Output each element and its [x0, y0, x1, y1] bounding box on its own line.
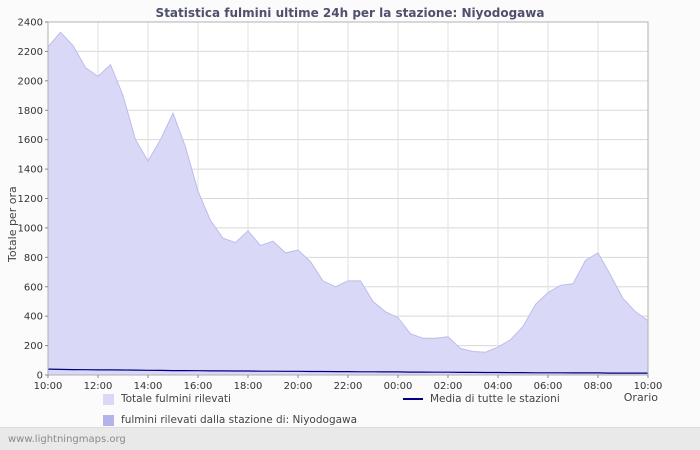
x-tick-label: 12:00: [84, 381, 113, 392]
y-tick-label: 1400: [18, 165, 43, 176]
legend-swatch-station: [103, 414, 114, 426]
x-tick-label: 16:00: [184, 381, 213, 392]
x-tick-label: 20:00: [284, 381, 313, 392]
x-tick-label: 14:00: [134, 381, 163, 392]
legend-label-total: Totale fulmini rilevati: [121, 393, 231, 405]
legend-label-media: Media di tutte le stazioni: [430, 393, 560, 405]
legend-swatch-media: [403, 398, 423, 400]
x-axis-title: Orario: [623, 391, 658, 404]
watermark-link: www.lightningmaps.org: [8, 434, 126, 445]
y-tick-label: 800: [24, 253, 43, 264]
y-tick-label: 1000: [18, 223, 43, 234]
y-tick-label: 2400: [18, 18, 43, 29]
footer-band: [0, 427, 700, 450]
x-tick-label: 10:00: [34, 381, 63, 392]
x-tick-label: 08:00: [584, 381, 613, 392]
x-tick-label: 22:00: [334, 381, 363, 392]
lightning-area-chart: 0 200 400 600 800 1000 1200 1400 1600 1800 2000 220…: [18, 18, 663, 393]
y-tick-label: 600: [24, 282, 43, 293]
x-tick-label: 02:00: [434, 381, 463, 392]
legend-swatch-total: [103, 393, 114, 405]
x-tick-label: 06:00: [534, 381, 563, 392]
legend-label-station: fulmini rilevati dalla stazione di: Niyo…: [121, 414, 358, 426]
media-line: [47, 368, 648, 374]
y-tick-label: 0: [37, 371, 43, 382]
x-tick-label: 04:00: [484, 381, 513, 392]
chart-title: Statistica fulmini ultime 24h per la sta…: [155, 6, 545, 20]
y-tick-label: 1600: [18, 135, 43, 146]
y-tick-label: 2000: [18, 76, 43, 87]
x-tick-label: 10:00: [634, 381, 663, 392]
area-series-0: [48, 32, 648, 376]
y-tick-label: 1800: [18, 106, 43, 117]
area-edge-0: [47, 31, 649, 353]
legend-item-total: Totale fulmini rilevati: [103, 393, 231, 405]
y-tick-label: 400: [24, 312, 43, 323]
x-tick-label: 00:00: [384, 381, 413, 392]
legend-item-station: fulmini rilevati dalla stazione di: Niyo…: [103, 414, 357, 426]
y-tick-label: 1200: [18, 194, 43, 205]
x-tick-label: 18:00: [234, 381, 263, 392]
y-tick-label: 200: [24, 341, 43, 352]
legend-item-media: Media di tutte le stazioni: [403, 393, 560, 405]
y-tick-label: 2200: [18, 47, 43, 58]
